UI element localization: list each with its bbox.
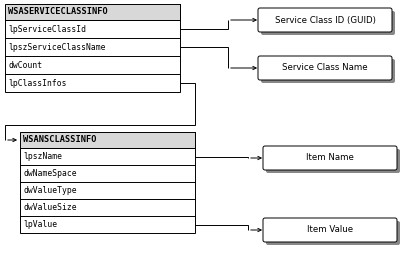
Text: dwCount: dwCount: [8, 60, 42, 69]
Text: lpszName: lpszName: [23, 152, 62, 161]
Text: lpServiceClassId: lpServiceClassId: [8, 25, 86, 34]
Text: dwValueType: dwValueType: [23, 186, 77, 195]
Text: dwNameSpace: dwNameSpace: [23, 169, 77, 178]
FancyBboxPatch shape: [266, 149, 400, 173]
FancyBboxPatch shape: [266, 221, 400, 245]
FancyBboxPatch shape: [258, 56, 392, 80]
Text: Service Class Name: Service Class Name: [282, 63, 368, 72]
Bar: [20, 132, 195, 148]
Bar: [20, 132, 195, 148]
Text: Item Name: Item Name: [306, 154, 354, 163]
Text: dwValueSize: dwValueSize: [23, 203, 77, 212]
Bar: [5, 4, 180, 92]
Bar: [20, 132, 195, 233]
FancyBboxPatch shape: [263, 218, 397, 242]
Text: lpszServiceClassName: lpszServiceClassName: [8, 42, 105, 51]
Text: Service Class ID (GUID): Service Class ID (GUID): [275, 16, 376, 25]
Text: WSANSCLASSINFO: WSANSCLASSINFO: [23, 135, 97, 144]
Bar: [5, 4, 180, 20]
Bar: [5, 4, 180, 20]
Text: lpValue: lpValue: [23, 220, 57, 229]
FancyBboxPatch shape: [261, 59, 395, 83]
FancyBboxPatch shape: [258, 8, 392, 32]
FancyBboxPatch shape: [261, 11, 395, 35]
Text: Item Value: Item Value: [307, 226, 353, 234]
Text: WSASERVICECLASSINFO: WSASERVICECLASSINFO: [8, 7, 108, 16]
FancyBboxPatch shape: [263, 146, 397, 170]
Text: lpClassInfos: lpClassInfos: [8, 79, 66, 88]
